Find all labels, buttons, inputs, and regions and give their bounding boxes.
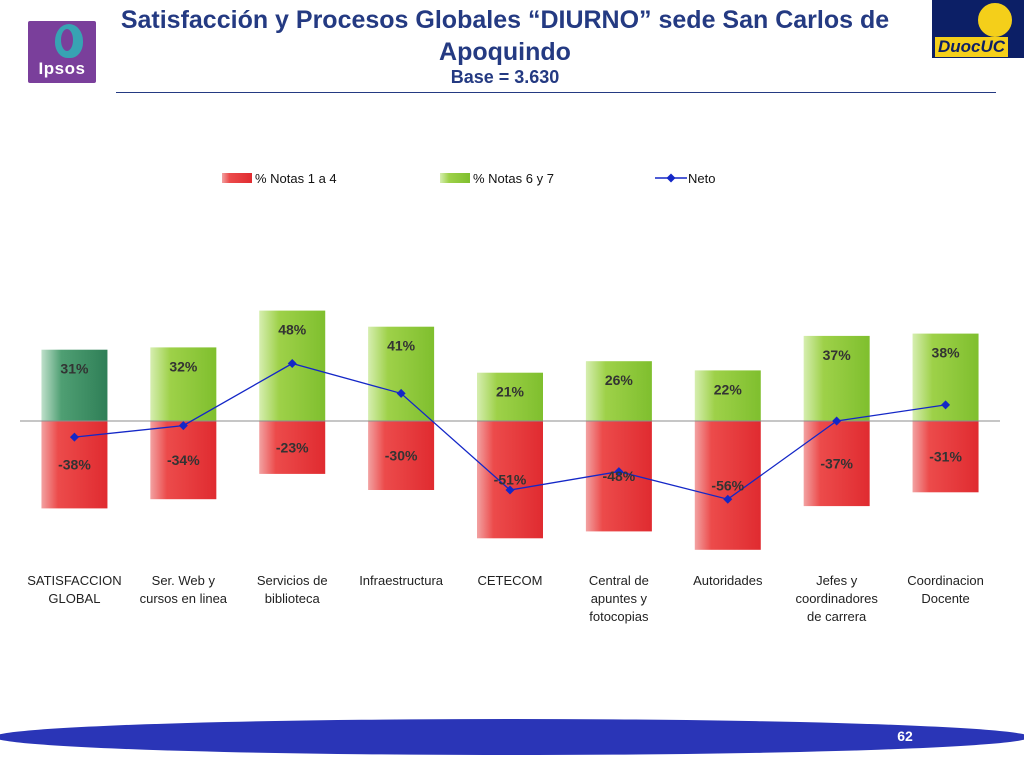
label-positive-6: 22%: [714, 381, 743, 397]
bar-positive-7: [803, 335, 870, 421]
legend-swatch-pos: [440, 173, 470, 183]
neto-point-4: [505, 485, 515, 495]
x-tick-label-6: Autoridades: [693, 573, 763, 588]
footer-bar: [0, 719, 1024, 755]
label-negative-2: -23%: [276, 439, 309, 455]
label-negative-4: -51%: [494, 472, 527, 488]
x-tick-label-7: Jefes y coordinadores de carrera: [795, 573, 878, 624]
ipsos-logo-text: Ipsos: [38, 59, 86, 78]
label-positive-2: 48%: [278, 322, 307, 338]
neto-point-2: [287, 359, 297, 368]
title-divider: [116, 92, 996, 93]
bar-negative-5: [585, 421, 652, 532]
label-negative-6: -56%: [711, 477, 744, 493]
x-tick-label-1: Ser. Web y cursos en linea: [140, 573, 228, 606]
label-negative-5: -48%: [603, 468, 636, 484]
series-neto-line: [69, 359, 951, 504]
page-number: 62: [897, 728, 913, 744]
legend-marker-neto: [666, 173, 676, 183]
data-labels: 31% -38% 32% -34% 48% -23% 41% -30% 21% -51% 26% -4…: [58, 322, 962, 494]
bar-negative-8: [912, 421, 979, 493]
bar-negative-3: [368, 421, 435, 490]
neto-point-0: [69, 432, 79, 442]
bar-positive-4: [477, 372, 543, 421]
label-positive-7: 37%: [823, 347, 852, 363]
neto-point-5: [614, 467, 624, 477]
ipsos-logo: Ipsos: [28, 21, 96, 83]
label-positive-5: 26%: [605, 372, 634, 388]
label-positive-3: 41%: [387, 338, 416, 354]
bar-negative-1: [150, 421, 217, 500]
x-tick-label-0: SATISFACCION GLOBAL: [27, 573, 121, 606]
label-negative-0: -38%: [58, 457, 91, 473]
neto-point-6: [723, 494, 733, 504]
x-tick-label-2: Servicios de biblioteca: [257, 573, 328, 606]
duoc-logo: DuocUC: [932, 0, 1024, 58]
x-tick-label-3: Infraestructura: [359, 573, 444, 588]
label-positive-0: 31%: [60, 361, 89, 377]
bar-positive-1: [150, 347, 217, 421]
chart: % Notas 1 a 4 % Notas 6 y 7 Neto 31% -38% 32…: [20, 171, 1000, 624]
chart-legend: % Notas 1 a 4 % Notas 6 y 7 Neto: [222, 171, 715, 186]
label-negative-7: -37%: [820, 456, 853, 472]
legend-swatch-neg: [222, 173, 252, 183]
bar-positive-0: [41, 349, 108, 421]
x-tick-label-4: CETECOM: [478, 573, 543, 588]
bar-negative-7: [803, 421, 870, 507]
bar-negative-6: [694, 421, 761, 550]
neto-point-7: [832, 416, 842, 426]
x-tick-label-8: Coordinacion Docente: [907, 573, 984, 606]
ipsos-logo-figure-inner: [61, 29, 73, 51]
neto-point-1: [178, 421, 188, 431]
label-positive-8: 38%: [932, 345, 961, 361]
x-tick-label-5: Central de apuntes y fotocopias: [589, 573, 649, 624]
label-negative-3: -30%: [385, 448, 418, 464]
page-title: Satisfacción y Procesos Globales “DIURNO…: [120, 6, 890, 66]
neto-point-3: [396, 388, 406, 398]
bar-negative-4: [477, 421, 543, 539]
bar-positive-6: [694, 370, 761, 421]
legend-label-0: % Notas 1 a 4: [255, 171, 337, 186]
legend-label-1: % Notas 6 y 7: [473, 171, 554, 186]
label-positive-4: 21%: [496, 384, 525, 400]
bar-positive-5: [585, 361, 652, 421]
bar-negative-2: [259, 421, 326, 474]
neto-point-8: [941, 400, 951, 410]
legend-label-2: Neto: [688, 171, 715, 186]
label-negative-8: -31%: [929, 449, 962, 465]
label-positive-1: 32%: [169, 358, 198, 374]
label-negative-1: -34%: [167, 452, 200, 468]
bar-positive-3: [368, 326, 435, 421]
x-axis-labels: SATISFACCION GLOBAL Ser. Web y cursos en li…: [27, 573, 984, 624]
page-subtitle: Base = 3.630: [450, 67, 560, 87]
duoc-logo-text: DuocUC: [935, 37, 1009, 57]
series-positive-bars: [41, 310, 979, 421]
